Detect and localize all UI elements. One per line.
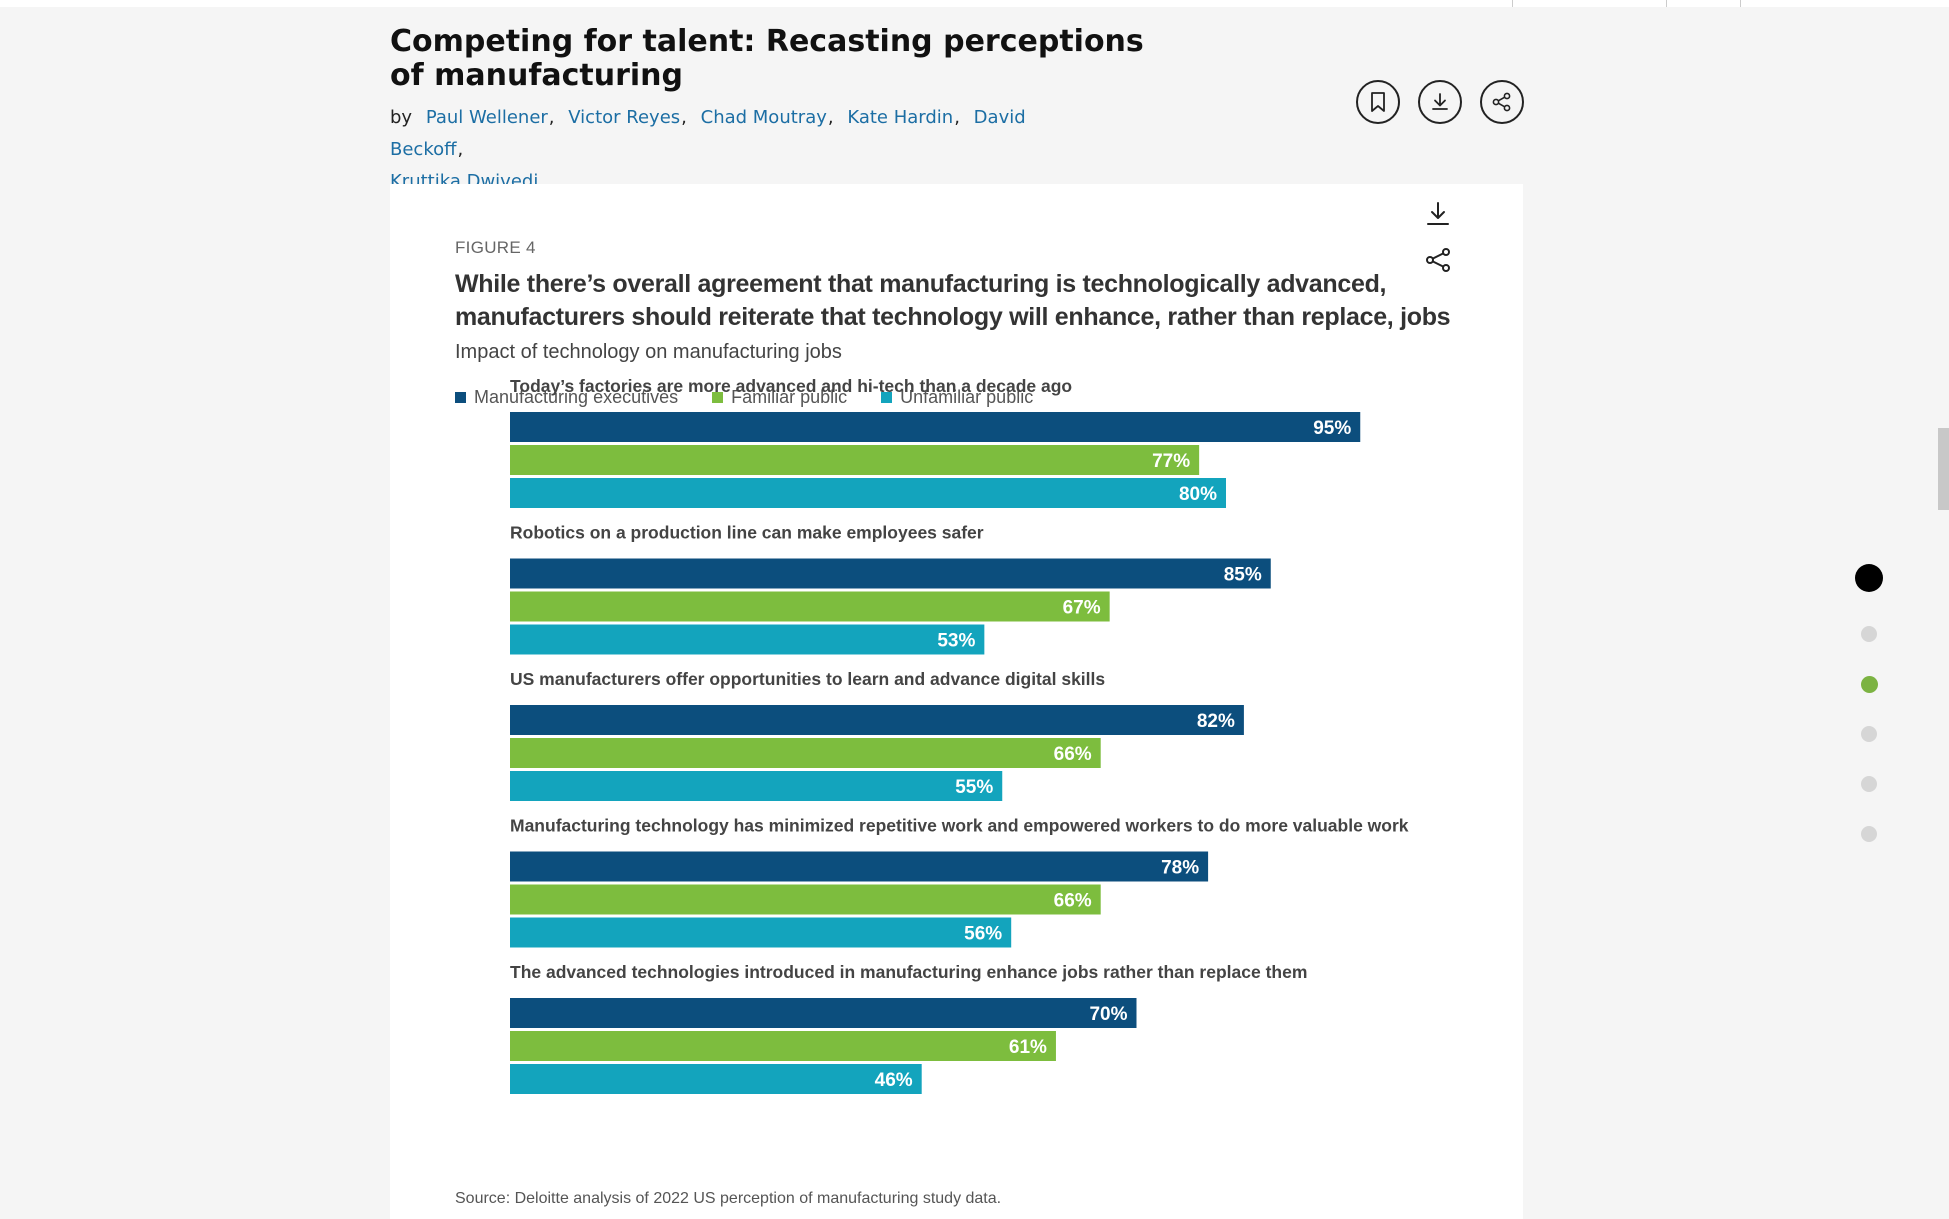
bar-value-label: 85% <box>1224 565 1262 586</box>
bar <box>510 1064 922 1094</box>
section-nav-dot[interactable] <box>1855 564 1883 592</box>
download-icon <box>1432 93 1448 110</box>
byline: by Paul Wellener, Victor Reyes, Chad Mou… <box>390 107 1026 192</box>
bar <box>510 1031 1056 1061</box>
bar-value-label: 46% <box>875 1070 913 1091</box>
top-bar <box>0 0 1949 7</box>
section-nav-dot[interactable] <box>1861 726 1877 742</box>
bar-value-label: 66% <box>1054 891 1092 912</box>
share-button[interactable] <box>1480 80 1524 124</box>
bar-value-label: 78% <box>1161 858 1199 879</box>
top-bar-divider <box>1512 0 1513 7</box>
legend-item: Unfamiliar public <box>881 387 1033 408</box>
bar <box>510 705 1244 735</box>
bar-chart: Today’s factories are more advanced and … <box>510 376 1409 1094</box>
bar <box>510 478 1226 508</box>
legend-label: Unfamiliar public <box>900 387 1034 407</box>
legend-swatch <box>712 392 724 403</box>
category-label: Manufacturing technology has minimized r… <box>510 816 1409 836</box>
bar-value-label: 56% <box>964 924 1002 945</box>
bookmark-icon <box>1371 92 1385 112</box>
bar-value-label: 70% <box>1089 1004 1127 1025</box>
bar <box>510 412 1361 442</box>
download-button[interactable] <box>1418 80 1462 124</box>
bar-value-label: 53% <box>937 631 975 652</box>
legend-swatch <box>455 392 466 403</box>
bar <box>510 998 1137 1028</box>
section-nav-dot[interactable] <box>1861 626 1877 642</box>
article-title: Competing for talent: Recasting percepti… <box>390 24 1144 93</box>
chart-legend: Manufacturing executives Familiar public… <box>455 387 1033 408</box>
author-link[interactable]: David Beckoff <box>390 107 1026 160</box>
figure-source: Source: Deloitte analysis of 2022 US per… <box>455 1190 1002 1207</box>
category-label: The advanced technologies introduced in … <box>510 962 1307 982</box>
author-link[interactable]: Chad Moutray <box>700 107 827 128</box>
figure-card: FIGURE 4 While there’s overall agreement… <box>390 184 1523 1219</box>
legend-label: Familiar public <box>731 387 848 407</box>
bar-value-label: 82% <box>1197 711 1235 732</box>
bar-value-label: 95% <box>1313 418 1351 439</box>
bar <box>510 624 985 655</box>
legend-swatch <box>881 392 893 403</box>
section-nav-dot[interactable] <box>1861 826 1877 842</box>
figure-share-button[interactable] <box>1424 246 1452 274</box>
section-nav-dot[interactable] <box>1861 776 1877 792</box>
bar-value-label: 67% <box>1063 598 1101 619</box>
bar <box>510 851 1209 882</box>
top-bar-divider <box>1666 0 1667 7</box>
figure-subtitle: Impact of technology on manufacturing jo… <box>455 341 842 363</box>
figure-download-button[interactable] <box>1424 200 1452 228</box>
bar-value-label: 77% <box>1152 451 1190 472</box>
bar <box>510 591 1110 622</box>
scrollbar-thumb[interactable] <box>1938 428 1949 510</box>
bar-value-label: 55% <box>955 777 993 798</box>
bar <box>510 771 1003 801</box>
bar-value-label: 80% <box>1179 484 1217 505</box>
category-label: Robotics on a production line can make e… <box>510 523 984 543</box>
bar <box>510 558 1271 589</box>
article-header: Competing for talent: Recasting percepti… <box>0 7 1949 192</box>
bar <box>510 738 1101 768</box>
figure-title: While there’s overall agreement that man… <box>455 270 1451 331</box>
section-nav-dot[interactable] <box>1860 675 1878 693</box>
bookmark-button[interactable] <box>1356 80 1400 124</box>
share-icon <box>1492 92 1511 112</box>
legend-label: Manufacturing executives <box>474 387 679 407</box>
category-label: Today’s factories are more advanced and … <box>510 376 1072 396</box>
author-link[interactable]: Paul Wellener <box>425 107 548 128</box>
share-icon <box>1426 248 1450 272</box>
legend-item: Familiar public <box>712 387 847 408</box>
author-link[interactable]: Kate Hardin <box>847 107 954 128</box>
bar-value-label: 61% <box>1009 1037 1047 1058</box>
bar <box>510 884 1101 915</box>
category-label: US manufacturers offer opportunities to … <box>510 669 1105 689</box>
download-icon <box>1427 202 1449 225</box>
bar <box>510 917 1012 948</box>
author-link[interactable]: Victor Reyes <box>568 107 681 128</box>
figure-label: FIGURE 4 <box>455 238 536 257</box>
by-label: by <box>390 107 413 128</box>
bar <box>510 445 1200 475</box>
top-bar-divider <box>1740 0 1741 7</box>
bar-value-label: 66% <box>1054 744 1092 765</box>
legend-item: Manufacturing executives <box>455 387 678 408</box>
